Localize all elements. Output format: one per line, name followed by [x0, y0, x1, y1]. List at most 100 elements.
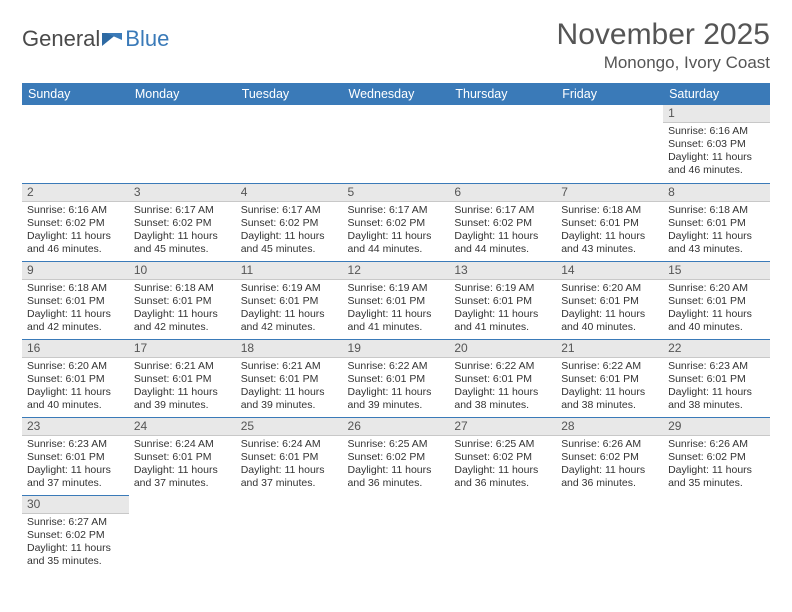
day-body: Sunrise: 6:19 AMSunset: 6:01 PMDaylight:… — [343, 280, 450, 339]
calendar-cell: 19Sunrise: 6:22 AMSunset: 6:01 PMDayligh… — [343, 339, 450, 417]
calendar-cell: 14Sunrise: 6:20 AMSunset: 6:01 PMDayligh… — [556, 261, 663, 339]
day-number: 28 — [556, 418, 663, 436]
day-body: Sunrise: 6:22 AMSunset: 6:01 PMDaylight:… — [449, 358, 556, 417]
daylight-text: Daylight: 11 hours and 42 minutes. — [241, 308, 338, 334]
title-block: November 2025 Monongo, Ivory Coast — [557, 18, 770, 73]
sunset-text: Sunset: 6:01 PM — [561, 373, 658, 386]
sunset-text: Sunset: 6:01 PM — [241, 451, 338, 464]
calendar-cell: 25Sunrise: 6:24 AMSunset: 6:01 PMDayligh… — [236, 417, 343, 495]
calendar-row: 2Sunrise: 6:16 AMSunset: 6:02 PMDaylight… — [22, 183, 770, 261]
day-body: Sunrise: 6:18 AMSunset: 6:01 PMDaylight:… — [22, 280, 129, 339]
calendar-cell — [129, 495, 236, 573]
daylight-text: Daylight: 11 hours and 35 minutes. — [27, 542, 124, 568]
sunrise-text: Sunrise: 6:26 AM — [668, 438, 765, 451]
calendar-cell: 16Sunrise: 6:20 AMSunset: 6:01 PMDayligh… — [22, 339, 129, 417]
daylight-text: Daylight: 11 hours and 39 minutes. — [348, 386, 445, 412]
calendar-cell — [236, 495, 343, 573]
sunset-text: Sunset: 6:02 PM — [134, 217, 231, 230]
day-body: Sunrise: 6:23 AMSunset: 6:01 PMDaylight:… — [22, 436, 129, 495]
day-body: Sunrise: 6:21 AMSunset: 6:01 PMDaylight:… — [236, 358, 343, 417]
day-number: 27 — [449, 418, 556, 436]
sunrise-text: Sunrise: 6:20 AM — [561, 282, 658, 295]
sunrise-text: Sunrise: 6:24 AM — [134, 438, 231, 451]
brand-logo: General Blue — [22, 26, 169, 52]
sunset-text: Sunset: 6:01 PM — [134, 451, 231, 464]
sunset-text: Sunset: 6:02 PM — [27, 529, 124, 542]
calendar-cell: 10Sunrise: 6:18 AMSunset: 6:01 PMDayligh… — [129, 261, 236, 339]
day-body: Sunrise: 6:26 AMSunset: 6:02 PMDaylight:… — [556, 436, 663, 495]
calendar-row: 1Sunrise: 6:16 AMSunset: 6:03 PMDaylight… — [22, 105, 770, 183]
day-body: Sunrise: 6:17 AMSunset: 6:02 PMDaylight:… — [129, 202, 236, 261]
day-body: Sunrise: 6:16 AMSunset: 6:03 PMDaylight:… — [663, 123, 770, 182]
day-body: Sunrise: 6:19 AMSunset: 6:01 PMDaylight:… — [236, 280, 343, 339]
day-body: Sunrise: 6:17 AMSunset: 6:02 PMDaylight:… — [449, 202, 556, 261]
calendar-row: 9Sunrise: 6:18 AMSunset: 6:01 PMDaylight… — [22, 261, 770, 339]
daylight-text: Daylight: 11 hours and 45 minutes. — [134, 230, 231, 256]
sunrise-text: Sunrise: 6:25 AM — [454, 438, 551, 451]
calendar-cell — [343, 105, 450, 183]
sunset-text: Sunset: 6:01 PM — [668, 217, 765, 230]
sunset-text: Sunset: 6:01 PM — [27, 295, 124, 308]
daylight-text: Daylight: 11 hours and 41 minutes. — [348, 308, 445, 334]
day-number: 25 — [236, 418, 343, 436]
calendar-row: 30Sunrise: 6:27 AMSunset: 6:02 PMDayligh… — [22, 495, 770, 573]
sunrise-text: Sunrise: 6:25 AM — [348, 438, 445, 451]
calendar-cell: 12Sunrise: 6:19 AMSunset: 6:01 PMDayligh… — [343, 261, 450, 339]
day-body: Sunrise: 6:22 AMSunset: 6:01 PMDaylight:… — [556, 358, 663, 417]
sunset-text: Sunset: 6:01 PM — [27, 451, 124, 464]
weekday-header-row: Sunday Monday Tuesday Wednesday Thursday… — [22, 83, 770, 105]
day-body: Sunrise: 6:16 AMSunset: 6:02 PMDaylight:… — [22, 202, 129, 261]
daylight-text: Daylight: 11 hours and 43 minutes. — [561, 230, 658, 256]
sunrise-text: Sunrise: 6:17 AM — [348, 204, 445, 217]
sunset-text: Sunset: 6:01 PM — [668, 373, 765, 386]
daylight-text: Daylight: 11 hours and 42 minutes. — [134, 308, 231, 334]
calendar-table: Sunday Monday Tuesday Wednesday Thursday… — [22, 83, 770, 573]
sunrise-text: Sunrise: 6:16 AM — [27, 204, 124, 217]
calendar-cell: 5Sunrise: 6:17 AMSunset: 6:02 PMDaylight… — [343, 183, 450, 261]
day-number: 23 — [22, 418, 129, 436]
sunrise-text: Sunrise: 6:18 AM — [134, 282, 231, 295]
weekday-header: Saturday — [663, 83, 770, 105]
day-body: Sunrise: 6:18 AMSunset: 6:01 PMDaylight:… — [556, 202, 663, 261]
weekday-header: Monday — [129, 83, 236, 105]
sunset-text: Sunset: 6:02 PM — [348, 217, 445, 230]
daylight-text: Daylight: 11 hours and 37 minutes. — [27, 464, 124, 490]
calendar-cell — [343, 495, 450, 573]
weekday-header: Sunday — [22, 83, 129, 105]
day-number: 12 — [343, 262, 450, 280]
daylight-text: Daylight: 11 hours and 38 minutes. — [668, 386, 765, 412]
sunset-text: Sunset: 6:01 PM — [241, 373, 338, 386]
calendar-cell: 3Sunrise: 6:17 AMSunset: 6:02 PMDaylight… — [129, 183, 236, 261]
sunset-text: Sunset: 6:01 PM — [454, 373, 551, 386]
calendar-cell: 20Sunrise: 6:22 AMSunset: 6:01 PMDayligh… — [449, 339, 556, 417]
sunset-text: Sunset: 6:01 PM — [668, 295, 765, 308]
calendar-cell: 2Sunrise: 6:16 AMSunset: 6:02 PMDaylight… — [22, 183, 129, 261]
sunset-text: Sunset: 6:02 PM — [27, 217, 124, 230]
sunrise-text: Sunrise: 6:22 AM — [561, 360, 658, 373]
sunset-text: Sunset: 6:01 PM — [134, 295, 231, 308]
day-body: Sunrise: 6:17 AMSunset: 6:02 PMDaylight:… — [343, 202, 450, 261]
sunrise-text: Sunrise: 6:26 AM — [561, 438, 658, 451]
daylight-text: Daylight: 11 hours and 37 minutes. — [241, 464, 338, 490]
flag-icon — [102, 26, 124, 52]
weekday-header: Thursday — [449, 83, 556, 105]
daylight-text: Daylight: 11 hours and 46 minutes. — [668, 151, 765, 177]
daylight-text: Daylight: 11 hours and 39 minutes. — [241, 386, 338, 412]
sunset-text: Sunset: 6:01 PM — [561, 295, 658, 308]
sunrise-text: Sunrise: 6:27 AM — [27, 516, 124, 529]
sunrise-text: Sunrise: 6:20 AM — [27, 360, 124, 373]
day-number: 16 — [22, 340, 129, 358]
sunrise-text: Sunrise: 6:23 AM — [668, 360, 765, 373]
sunset-text: Sunset: 6:01 PM — [348, 373, 445, 386]
calendar-cell: 9Sunrise: 6:18 AMSunset: 6:01 PMDaylight… — [22, 261, 129, 339]
day-body: Sunrise: 6:20 AMSunset: 6:01 PMDaylight:… — [663, 280, 770, 339]
calendar-cell — [556, 495, 663, 573]
daylight-text: Daylight: 11 hours and 44 minutes. — [348, 230, 445, 256]
calendar-cell: 30Sunrise: 6:27 AMSunset: 6:02 PMDayligh… — [22, 495, 129, 573]
day-body: Sunrise: 6:20 AMSunset: 6:01 PMDaylight:… — [556, 280, 663, 339]
day-number: 5 — [343, 184, 450, 202]
day-body: Sunrise: 6:23 AMSunset: 6:01 PMDaylight:… — [663, 358, 770, 417]
sunrise-text: Sunrise: 6:17 AM — [241, 204, 338, 217]
calendar-cell — [663, 495, 770, 573]
day-number: 11 — [236, 262, 343, 280]
